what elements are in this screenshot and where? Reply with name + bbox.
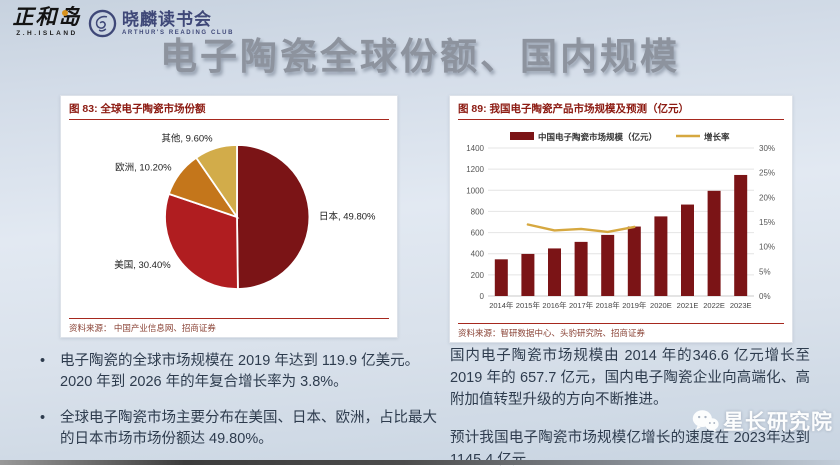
- note-global-market: • 电子陶瓷的全球市场规模在 2019 年达到 119.9 亿美元。2020 年…: [40, 351, 438, 393]
- pie-slice-其他: [194, 144, 238, 220]
- x-axis-label: 2019年: [622, 300, 647, 310]
- pie-label-欧洲: 欧洲, 10.20%: [115, 162, 172, 174]
- pie-slice-日本: [236, 144, 311, 290]
- right-axis-tick: 0%: [759, 292, 771, 301]
- left-axis-tick: 600: [471, 229, 485, 238]
- zhisland-gold-dot-icon: [62, 10, 68, 16]
- x-axis-label: 2017年: [569, 300, 594, 310]
- legend-bar-swatch: [510, 132, 534, 140]
- bar-2016年: [548, 248, 561, 296]
- watermark: 星长研究院: [692, 406, 833, 436]
- pie-label-其他: 其他, 9.60%: [161, 133, 213, 145]
- pie-chart-panel: 图 83: 全球电子陶瓷市场份额 日本, 49.80% 美国, 30.40% 欧洲,…: [60, 95, 398, 338]
- x-axis-label: 2023E: [730, 301, 752, 310]
- china-market-size-bar-chart: 0 200 400 600 800 1000 1200 1400 0% 5% 10% 15% 20% 25…: [466, 132, 775, 310]
- bar-2017年: [574, 241, 588, 296]
- legend-line-label: 增长率: [704, 132, 730, 142]
- zhisland-logo: 正和岛 Z.H.ISLAND: [12, 5, 82, 38]
- note-global-market-text: 电子陶瓷的全球市场规模在 2019 年达到 119.9 亿美元。2020 年到 …: [60, 353, 420, 391]
- bar-2018年: [601, 234, 615, 296]
- bar-2021E: [681, 204, 694, 296]
- note-regional-share-text: 全球电子陶瓷市场主要分布在美国、日本、欧洲，占比最大的日本市场市场份额达 49.…: [60, 410, 437, 448]
- growth-rate-line: [526, 223, 636, 234]
- page-title: 电子陶瓷全球份额、国内规模: [160, 37, 680, 78]
- right-axis-tick: 15%: [759, 218, 775, 227]
- right-axis-tick: 10%: [759, 243, 775, 252]
- reading-club-name: 晓麟读书会: [122, 10, 212, 30]
- x-axis-label: 2016年: [542, 300, 567, 310]
- global-market-share-pie-chart: 日本, 49.80% 美国, 30.40% 欧洲, 10.20% 其他, 9.60%: [114, 133, 376, 290]
- left-axis-tick: 0: [480, 292, 485, 301]
- bullet-icon: •: [40, 353, 46, 369]
- x-axis-label: 2022E: [703, 301, 725, 310]
- note-domestic-market-text: 国内电子陶瓷市场规模由 2014 年的346.6 亿元增长至 2019 年的 6…: [450, 348, 810, 408]
- x-axis-label: 2020E: [650, 301, 672, 310]
- right-axis-tick: 30%: [759, 144, 775, 153]
- pie-chart-source: 资料来源： 中国产业信息网、招商证券: [69, 318, 389, 334]
- x-axis-label: 2014年: [489, 300, 514, 310]
- left-axis-tick: 400: [471, 250, 485, 259]
- right-axis-tick: 20%: [759, 193, 775, 202]
- bar-2019年: [627, 226, 641, 296]
- bar-chart-panel: 图 89: 我国电子陶瓷产品市场规模及预测（亿元） 0 200 400 600 800 1…: [449, 95, 793, 343]
- note-regional-share: • 全球电子陶瓷市场主要分布在美国、日本、欧洲，占比最大的日本市场市场份额达 4…: [40, 408, 438, 450]
- pie-chart-figure-title: 图 83: 全球电子陶瓷市场份额: [69, 101, 389, 120]
- legend-bar-label: 中国电子陶瓷市场规模（亿元）: [538, 132, 657, 142]
- bar-2020E: [654, 216, 668, 296]
- pie-label-美国: 美国, 30.40%: [114, 259, 171, 271]
- bottom-gradient-bar: [0, 460, 840, 465]
- notes-left-column: • 电子陶瓷的全球市场规模在 2019 年达到 119.9 亿美元。2020 年…: [40, 351, 438, 465]
- zhisland-logo-subtitle: Z.H.ISLAND: [16, 30, 78, 37]
- bullet-icon: •: [40, 410, 46, 427]
- left-axis-tick: 800: [471, 207, 485, 216]
- wechat-icon: [692, 410, 719, 433]
- watermark-text: 星长研究院: [723, 411, 833, 434]
- left-axis-tick: 1400: [466, 144, 484, 153]
- x-axis-label: 2018年: [596, 300, 621, 310]
- reading-club-logo: 晓麟读书会 ARTHUR'S READING CLUB: [88, 9, 234, 38]
- bar-chart-source: 资料来源：智研数据中心、头豹研究院、招商证券: [458, 323, 784, 339]
- bar-2023E: [734, 174, 748, 296]
- left-axis-tick: 1000: [466, 186, 484, 195]
- bar-2022E: [707, 190, 721, 296]
- x-axis-label: 2015年: [516, 300, 541, 310]
- pie-label-日本: 日本, 49.80%: [319, 211, 376, 223]
- x-axis-label: 2021E: [677, 301, 699, 310]
- reading-club-badge-icon: [88, 9, 117, 38]
- zhisland-logo-text: 正和岛: [12, 5, 82, 29]
- reading-club-subtitle: ARTHUR'S READING CLUB: [122, 29, 235, 36]
- bar-chart-figure-title: 图 89: 我国电子陶瓷产品市场规模及预测（亿元）: [458, 101, 784, 120]
- left-axis-tick: 200: [471, 271, 485, 280]
- bar-2014年: [494, 259, 508, 296]
- left-axis-tick: 1200: [466, 165, 484, 174]
- reading-club-text: 晓麟读书会 ARTHUR'S READING CLUB: [122, 11, 234, 36]
- right-axis-tick: 5%: [759, 267, 771, 276]
- bar-2015年: [521, 253, 535, 296]
- pie-slice-美国: [164, 192, 239, 290]
- right-axis-tick: 25%: [759, 169, 775, 178]
